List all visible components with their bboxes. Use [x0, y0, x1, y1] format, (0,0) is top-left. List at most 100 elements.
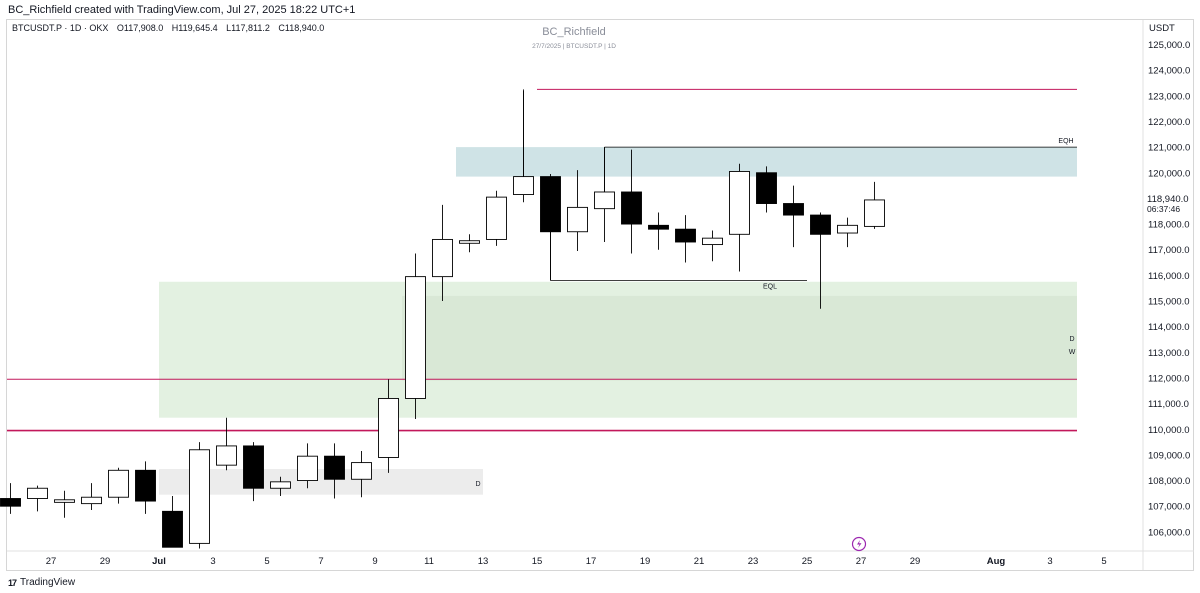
time-tick-label: 27: [46, 556, 57, 567]
last-price-box: [1144, 191, 1193, 214]
candle[interactable]: [594, 147, 615, 243]
bull-candle-body: [27, 487, 48, 499]
candle[interactable]: [783, 185, 804, 248]
bull-candle-body: [837, 224, 858, 234]
candle[interactable]: [756, 166, 777, 213]
zones-layer: DWD: [159, 147, 1077, 495]
watermark-title: BC_Richfield: [542, 26, 606, 38]
candle[interactable]: [459, 234, 480, 253]
bull-candle-body: [864, 199, 885, 227]
candle[interactable]: [486, 190, 507, 246]
time-tick-label: Aug: [987, 556, 1006, 567]
last-price-value: 118,940.0: [1147, 194, 1189, 205]
tradingview-logo-icon: 17: [8, 577, 17, 588]
candle[interactable]: [324, 443, 345, 499]
bull-candle-body: [270, 481, 291, 489]
price-tick-label: 121,000.0: [1148, 143, 1190, 154]
candle[interactable]: [270, 476, 291, 496]
bear-candle-body: [648, 224, 669, 230]
candle[interactable]: [540, 174, 561, 281]
time-tick-label: 25: [802, 556, 813, 567]
candle[interactable]: [864, 181, 885, 229]
candle[interactable]: [432, 204, 453, 301]
price-tick-label: 116,000.0: [1148, 271, 1190, 282]
legend-symbol: BTCUSDT.P · 1D · OKX O117,908.0 H119,645…: [12, 23, 324, 33]
chart-frame[interactable]: [6, 19, 1194, 571]
price-tick-label: 107,000.0: [1148, 502, 1190, 513]
bear-candle-body: [810, 214, 831, 235]
candle[interactable]: [216, 417, 237, 471]
candle[interactable]: [108, 467, 129, 504]
watermark-subtitle: 27/7/2025 | BTCUSDT.P | 1D: [532, 43, 616, 50]
candle[interactable]: [351, 451, 372, 498]
candle[interactable]: [162, 495, 183, 548]
time-tick-label: 5: [264, 556, 269, 567]
tradingview-logo[interactable]: 17 TradingView: [8, 577, 75, 588]
bull-candle-body: [432, 238, 453, 278]
price-tick-label: 124,000.0: [1148, 66, 1190, 77]
candle[interactable]: [621, 149, 642, 254]
gray-zone[interactable]: [159, 469, 483, 495]
price-tick-label: 123,000.0: [1148, 91, 1190, 102]
bull-candle-body: [729, 171, 750, 235]
candle[interactable]: [54, 490, 75, 518]
time-tick-label: 3: [1047, 556, 1052, 567]
zone-label: D: [1069, 336, 1074, 343]
bear-candle-body: [756, 172, 777, 204]
candle[interactable]: [0, 483, 21, 514]
lightning-icon[interactable]: [851, 536, 867, 552]
candle[interactable]: [189, 442, 210, 549]
bear-candle-body: [0, 498, 21, 507]
zone-label: D: [475, 481, 480, 488]
last-price-countdown: 06:37:46: [1147, 204, 1180, 214]
bear-candle-body: [162, 510, 183, 548]
price-tick-label: 118,000.0: [1148, 220, 1190, 231]
candle[interactable]: [513, 90, 534, 203]
created-by-text: BC_Richfield created with TradingView.co…: [8, 4, 356, 16]
price-tick-label: 112,000.0: [1148, 373, 1190, 384]
candle[interactable]: [135, 461, 156, 514]
eqh-label: EQH: [1058, 138, 1073, 145]
bear-candle-body: [243, 445, 264, 489]
price-tick-label: 122,000.0: [1148, 117, 1190, 128]
candle[interactable]: [837, 217, 858, 248]
bull-candle-body: [81, 496, 102, 505]
lines-layer: EQH EQL: [7, 88, 1077, 432]
candle[interactable]: [297, 443, 318, 489]
candle[interactable]: [810, 212, 831, 309]
candle[interactable]: [378, 379, 399, 473]
candle[interactable]: [567, 170, 588, 251]
candle[interactable]: [648, 212, 669, 250]
candle[interactable]: [702, 230, 723, 262]
time-tick-label: 11: [424, 556, 434, 567]
bear-candle-body: [621, 191, 642, 225]
candle[interactable]: [729, 163, 750, 272]
green-zone-inner[interactable]: [402, 295, 1077, 381]
candle[interactable]: [405, 253, 426, 419]
candle[interactable]: [243, 442, 264, 502]
time-tick-label: 13: [478, 556, 489, 567]
time-tick-label: 29: [100, 556, 111, 567]
bear-candle-body: [324, 455, 345, 480]
time-tick-label: 27: [856, 556, 867, 567]
bear-candle-body: [540, 176, 561, 233]
candle[interactable]: [675, 215, 696, 263]
time-tick-label: 3: [210, 556, 215, 567]
time-tick-label: 17: [586, 556, 597, 567]
time-tick-label: 29: [910, 556, 921, 567]
candle[interactable]: [81, 483, 102, 511]
bull-candle-body: [351, 462, 372, 480]
price-tick-label: 108,000.0: [1148, 476, 1190, 487]
candle[interactable]: [27, 485, 48, 512]
time-tick-label: 23: [748, 556, 759, 567]
price-tick-label: 114,000.0: [1148, 322, 1190, 333]
bull-candle-body: [486, 196, 507, 240]
price-tick-label: 115,000.0: [1148, 297, 1190, 308]
price-tick-label: 109,000.0: [1148, 450, 1190, 461]
tradingview-brand: TradingView: [20, 577, 76, 588]
price-tick-label: 111,000.0: [1148, 399, 1189, 410]
bull-candle-body: [702, 237, 723, 246]
candles-layer: [0, 90, 885, 549]
price-tick-label: 106,000.0: [1148, 527, 1190, 538]
